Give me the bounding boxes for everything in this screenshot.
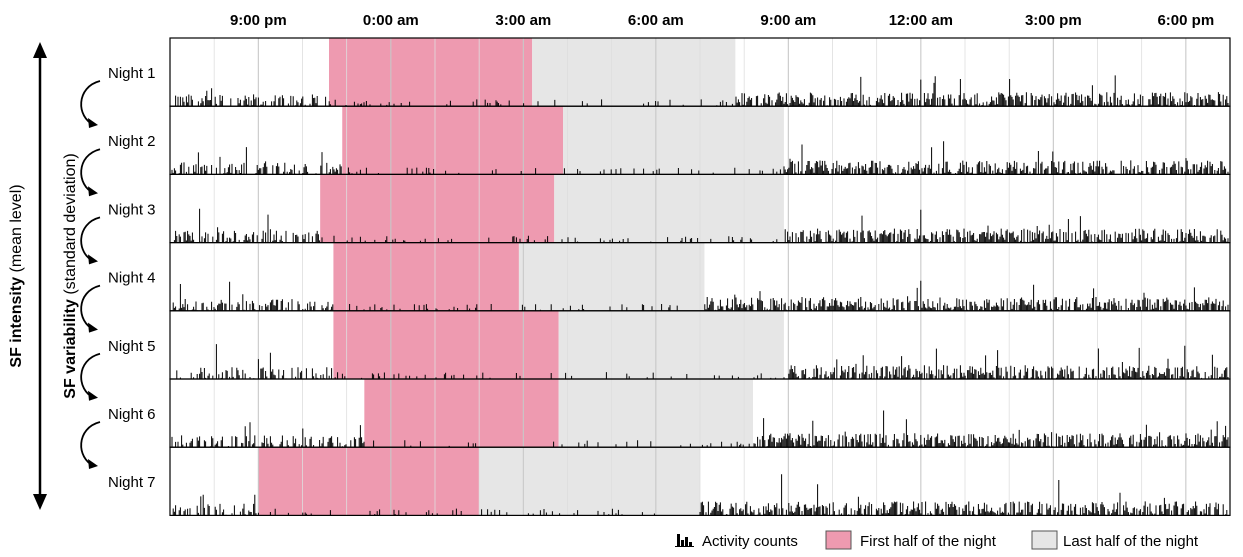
- x-tick-label: 9:00 pm: [230, 12, 287, 29]
- night-arrowhead: [88, 390, 98, 401]
- legend-activity-icon: [675, 534, 694, 547]
- night-arrowhead: [88, 322, 98, 333]
- sf-variability-title: SF variability (standard deviation): [62, 153, 79, 398]
- night-transition-arrows: [80, 80, 101, 469]
- legend-first-half-swatch: [825, 530, 852, 550]
- night-label: Night 1: [108, 65, 156, 82]
- last-half-band: [558, 310, 784, 379]
- night-labels: Night 1 Night 2 Night 3 Night 4 Night 5 Night…: [108, 65, 156, 491]
- night-label: Night 2: [108, 133, 156, 150]
- legend-last-half-label: Last half of the night: [1063, 533, 1199, 550]
- row-frames: [169, 37, 1231, 517]
- first-half-band: [333, 310, 559, 379]
- night-label: Night 5: [108, 338, 156, 355]
- sf-intensity-axis-arrow: [33, 42, 47, 510]
- first-half-band: [329, 38, 533, 107]
- night-arrowhead: [88, 254, 98, 265]
- night-arrow: [80, 148, 101, 195]
- night-label: Night 4: [108, 270, 156, 287]
- first-half-band: [258, 447, 480, 516]
- x-tick-label: 3:00 am: [495, 12, 551, 29]
- legend-last-half-swatch: [1031, 530, 1058, 550]
- night-row-frame: [169, 446, 1231, 517]
- night-arrow: [80, 352, 101, 399]
- last-half-band: [479, 447, 700, 516]
- activity-series: [172, 280, 1229, 311]
- x-tick-label: 6:00 am: [628, 12, 684, 29]
- night-label: Night 6: [108, 406, 156, 423]
- last-half-band: [554, 174, 784, 243]
- night-label: Night 3: [108, 201, 156, 218]
- night-arrowhead: [88, 118, 98, 128]
- first-half-band: [320, 174, 555, 243]
- night-arrow: [80, 421, 101, 467]
- x-tick-label: 0:00 am: [363, 12, 419, 29]
- activity-series: [175, 75, 1229, 107]
- night-arrow: [80, 284, 101, 331]
- hour-gridlines: [169, 38, 1231, 516]
- activity-count-bars: [171, 75, 1229, 516]
- legend-first-half-label: First half of the night: [860, 533, 997, 550]
- last-half-band: [532, 38, 736, 107]
- legend-activity-label: Activity counts: [702, 533, 798, 550]
- x-tick-label: 9:00 am: [760, 12, 816, 29]
- night-arrowhead: [88, 186, 98, 197]
- night-arrow: [80, 216, 101, 263]
- first-half-band: [333, 242, 519, 311]
- x-tick-label: 6:00 pm: [1157, 12, 1214, 29]
- x-tick-label: 12:00 am: [889, 12, 953, 29]
- night-arrow: [80, 80, 101, 126]
- activity-series: [171, 410, 1229, 448]
- x-tick-labels: 9:00 pm 0:00 am 3:00 am 6:00 am 9:00 am 12:00…: [230, 12, 1214, 29]
- night-label: Night 7: [108, 474, 156, 491]
- x-tick-label: 3:00 pm: [1025, 12, 1082, 29]
- night-arrowhead: [88, 459, 98, 469]
- last-half-band: [563, 106, 784, 175]
- activity-series: [172, 474, 1228, 516]
- activity-series: [176, 344, 1229, 379]
- legend: Activity counts First half of the night …: [675, 530, 1199, 550]
- first-half-band: [342, 106, 564, 175]
- first-half-band: [364, 379, 559, 448]
- sf-intensity-title: SF intensity (mean level): [8, 184, 25, 367]
